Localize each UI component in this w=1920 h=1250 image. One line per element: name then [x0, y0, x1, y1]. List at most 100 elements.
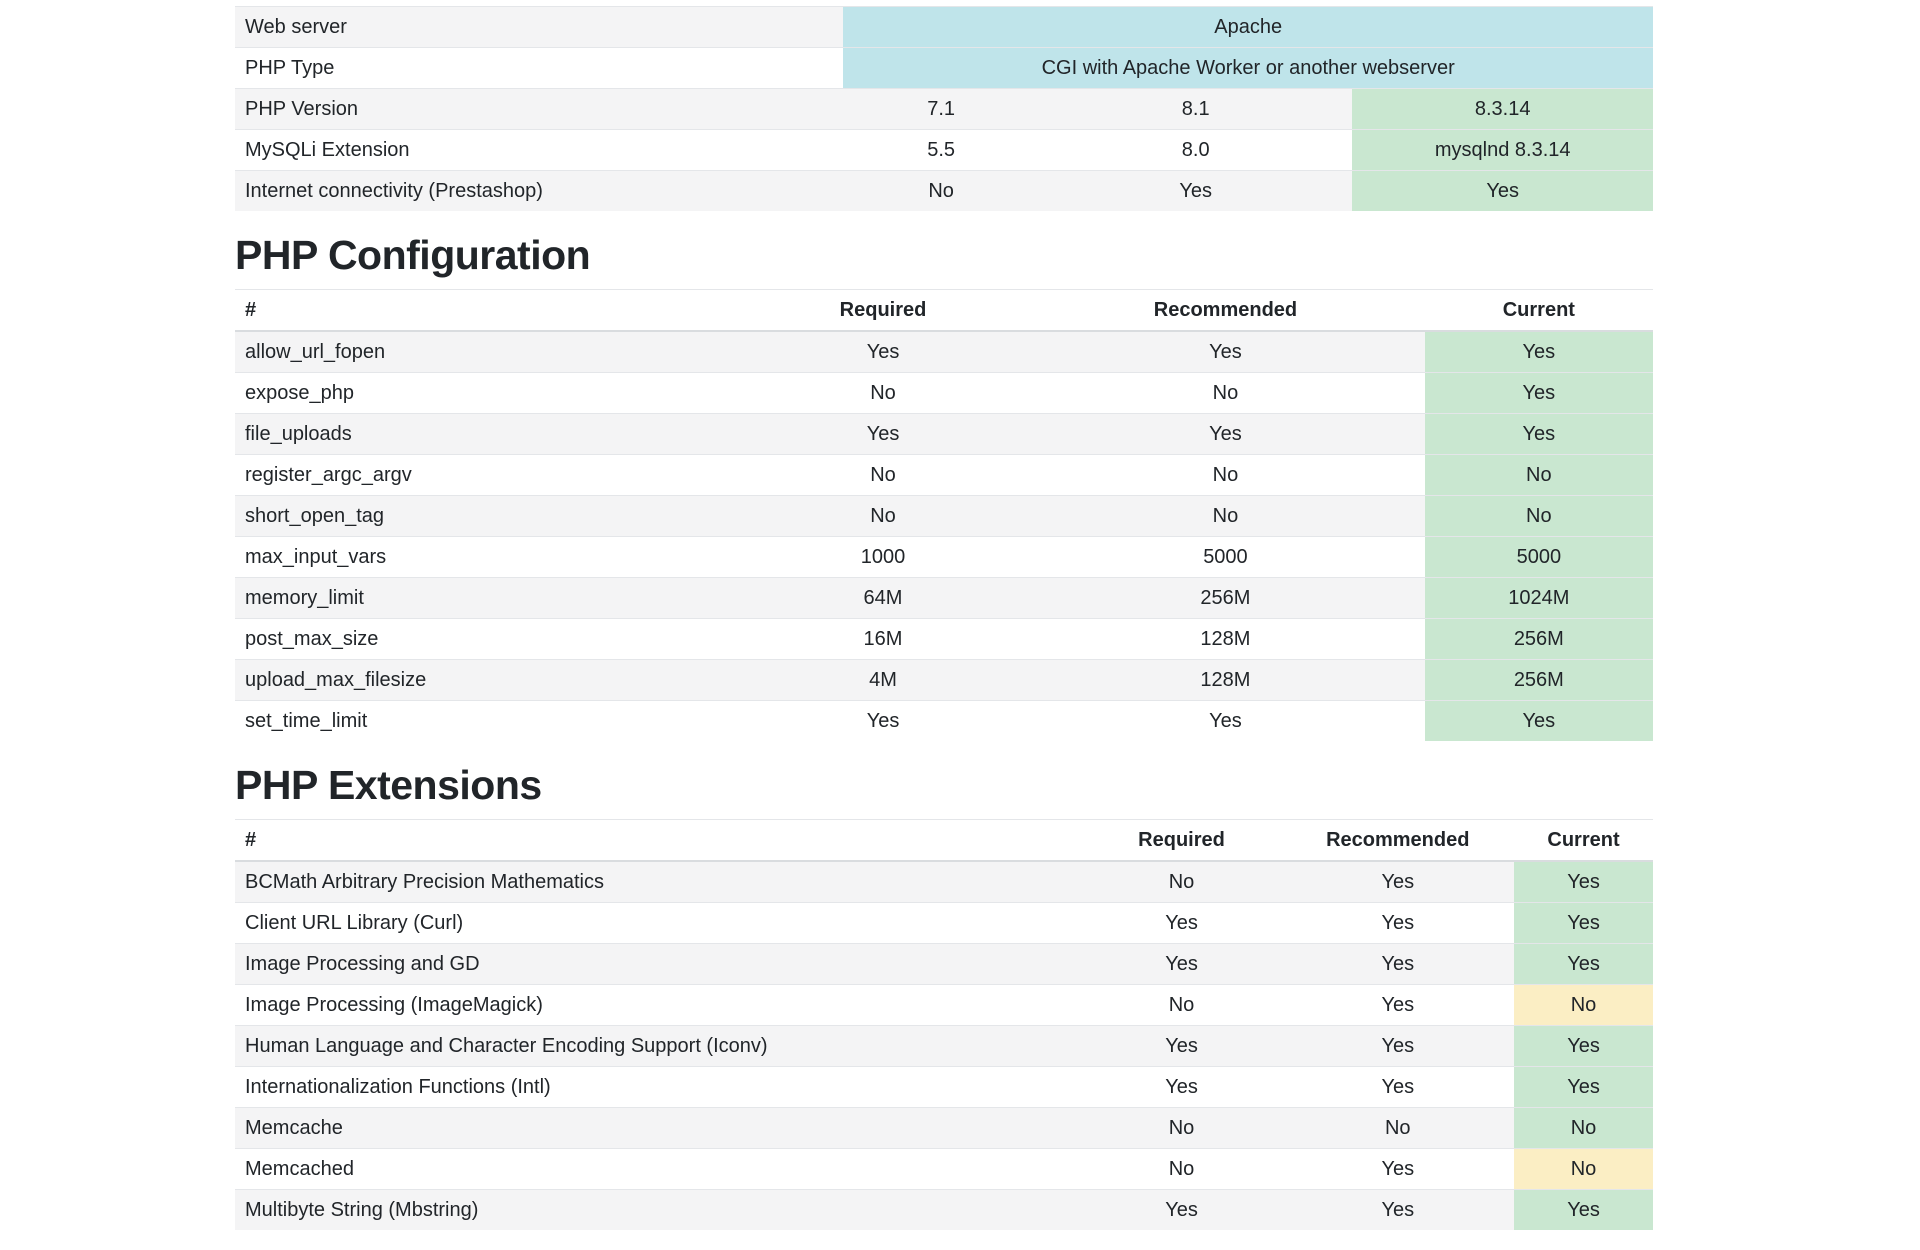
row-label: post_max_size [235, 618, 740, 660]
table-row: Internet connectivity (Prestashop) No Yes Y… [235, 170, 1653, 211]
row-span-value: Apache [843, 6, 1653, 48]
row-label: Image Processing and GD [235, 943, 1082, 985]
current-cell: No [1424, 495, 1653, 537]
current-cell: mysqlnd 8.3.14 [1352, 129, 1653, 171]
recommended-cell: No [1026, 495, 1425, 537]
table-row: allow_url_fopen Yes Yes Yes [235, 330, 1653, 373]
current-cell: Yes [1514, 1066, 1653, 1108]
php-configuration-body: allow_url_fopen Yes Yes Yes expose_php No No Ye… [235, 330, 1653, 741]
header-row: # Required Recommended Current [235, 819, 1653, 862]
current-cell: Yes [1514, 902, 1653, 944]
required-cell: No [1081, 984, 1282, 1026]
table-row: Client URL Library (Curl) Yes Yes Yes [235, 902, 1653, 944]
required-cell: 4M [739, 659, 1027, 701]
current-cell: Yes [1424, 413, 1653, 455]
table-row: Memcached No Yes No [235, 1148, 1653, 1190]
required-cell: No [1081, 860, 1282, 903]
row-label: Internet connectivity (Prestashop) [235, 170, 844, 211]
php-extensions-table: # Required Recommended Current BCMath Arbit… [235, 819, 1653, 1230]
row-label: Web server [235, 6, 844, 48]
table-row: PHP Type CGI with Apache Worker or anothe… [235, 47, 1653, 89]
current-cell: Yes [1514, 1025, 1653, 1067]
row-label: PHP Type [235, 47, 844, 89]
required-cell: Yes [1081, 902, 1282, 944]
required-cell: No [739, 372, 1027, 414]
php-configuration-table: # Required Recommended Current allow_url_fo… [235, 289, 1653, 741]
row-span-value: CGI with Apache Worker or another webser… [843, 47, 1653, 89]
current-cell: 1024M [1424, 577, 1653, 619]
required-cell: Yes [739, 413, 1027, 455]
required-cell: Yes [1081, 1066, 1282, 1108]
recommended-cell: Yes [1281, 1066, 1515, 1108]
recommended-cell: 8.0 [1038, 129, 1353, 171]
table-row: max_input_vars 1000 5000 5000 [235, 536, 1653, 578]
current-cell: 8.3.14 [1352, 88, 1653, 130]
recommended-cell: No [1026, 372, 1425, 414]
required-cell: No [739, 495, 1027, 537]
table-row: short_open_tag No No No [235, 495, 1653, 537]
recommended-cell: Yes [1026, 413, 1425, 455]
table-row: Image Processing (ImageMagick) No Yes No [235, 984, 1653, 1026]
recommended-cell: Yes [1281, 943, 1515, 985]
recommended-cell: Yes [1281, 1148, 1515, 1190]
table-row: BCMath Arbitrary Precision Mathematics No… [235, 860, 1653, 903]
recommended-cell: 8.1 [1038, 88, 1353, 130]
row-label: set_time_limit [235, 700, 740, 741]
required-cell: 1000 [739, 536, 1027, 578]
current-cell: Yes [1352, 170, 1653, 211]
row-label: max_input_vars [235, 536, 740, 578]
row-label: expose_php [235, 372, 740, 414]
current-cell: No [1514, 1148, 1653, 1190]
row-label: Human Language and Character Encoding Su… [235, 1025, 1082, 1067]
current-cell: Yes [1514, 943, 1653, 985]
recommended-cell: Yes [1281, 1189, 1515, 1230]
current-cell: Yes [1514, 1189, 1653, 1230]
recommended-cell: 5000 [1026, 536, 1425, 578]
required-cell: 7.1 [843, 88, 1039, 130]
table-row: Internationalization Functions (Intl) Yes… [235, 1066, 1653, 1108]
column-header-recommended: Recommended [1026, 289, 1425, 332]
current-cell: 256M [1424, 618, 1653, 660]
server-summary-table: Web server Apache PHP Type CGI with Apache … [235, 6, 1653, 211]
required-cell: No [843, 170, 1039, 211]
table-row: Image Processing and GD Yes Yes Yes [235, 943, 1653, 985]
required-cell: 5.5 [843, 129, 1039, 171]
table-row: set_time_limit Yes Yes Yes [235, 700, 1653, 741]
row-label: register_argc_argv [235, 454, 740, 496]
table-row: Memcache No No No [235, 1107, 1653, 1149]
row-label: memory_limit [235, 577, 740, 619]
row-label: Memcache [235, 1107, 1082, 1149]
table-row: Human Language and Character Encoding Su… [235, 1025, 1653, 1067]
recommended-cell: No [1026, 454, 1425, 496]
table-row: expose_php No No Yes [235, 372, 1653, 414]
row-label: Image Processing (ImageMagick) [235, 984, 1082, 1026]
table-row: file_uploads Yes Yes Yes [235, 413, 1653, 455]
current-cell: 256M [1424, 659, 1653, 701]
table-row: PHP Version 7.1 8.1 8.3.14 [235, 88, 1653, 130]
requirements-report-page: { "colors": { "success": "#c9e7d0", "war… [235, 6, 1653, 1230]
recommended-cell: Yes [1281, 860, 1515, 903]
row-label: allow_url_fopen [235, 330, 740, 373]
row-label: BCMath Arbitrary Precision Mathematics [235, 860, 1082, 903]
php-extensions-body: BCMath Arbitrary Precision Mathematics No… [235, 860, 1653, 1230]
php-extensions-header: # Required Recommended Current [235, 819, 1653, 862]
recommended-cell: 128M [1026, 618, 1425, 660]
recommended-cell: No [1281, 1107, 1515, 1149]
current-cell: Yes [1514, 860, 1653, 903]
recommended-cell: Yes [1026, 700, 1425, 741]
column-header-required: Required [739, 289, 1027, 332]
row-label: Internationalization Functions (Intl) [235, 1066, 1082, 1108]
required-cell: No [739, 454, 1027, 496]
required-cell: 64M [739, 577, 1027, 619]
table-row: MySQLi Extension 5.5 8.0 mysqlnd 8.3.14 [235, 129, 1653, 171]
current-cell: Yes [1424, 330, 1653, 373]
header-row: # Required Recommended Current [235, 289, 1653, 332]
table-row: register_argc_argv No No No [235, 454, 1653, 496]
row-label: Memcached [235, 1148, 1082, 1190]
recommended-cell: Yes [1038, 170, 1353, 211]
table-row: memory_limit 64M 256M 1024M [235, 577, 1653, 619]
table-row: Web server Apache [235, 6, 1653, 48]
column-header-recommended: Recommended [1281, 819, 1515, 862]
current-cell: No [1514, 984, 1653, 1026]
column-header-current: Current [1514, 819, 1653, 862]
